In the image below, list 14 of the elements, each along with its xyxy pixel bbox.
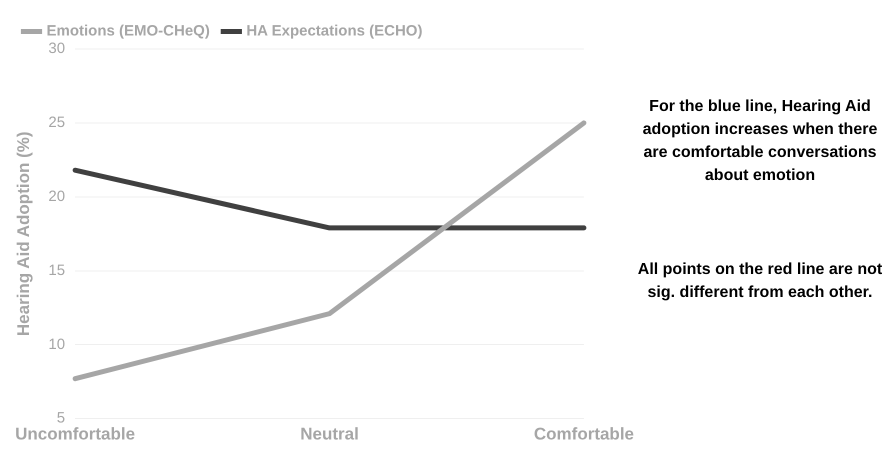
x-tick-label: Comfortable: [534, 424, 634, 444]
x-tick-label: Neutral: [300, 424, 359, 444]
y-tick-label: 15: [48, 262, 66, 279]
x-tick-label: Uncomfortable: [15, 424, 136, 444]
y-tick-label: 20: [48, 188, 66, 205]
y-tick-label: 10: [48, 336, 66, 353]
text: For the blue line, Hearing Aid adoption increases when there are comfortable conversations about emotion: [642, 97, 878, 186]
text: All points on the red line are not sig. different from each other.: [636, 260, 884, 303]
legend-label: Emotions (EMO-CHeQ): [46, 22, 210, 40]
legend-label: HA Expectations (ECHO): [246, 22, 422, 40]
y-tick-label: 30: [48, 40, 66, 58]
y-tick-label: 5: [56, 410, 66, 427]
y-axis-title: Hearing Aid Adoption (%): [14, 131, 33, 336]
y-tick-label: 25: [48, 114, 66, 132]
